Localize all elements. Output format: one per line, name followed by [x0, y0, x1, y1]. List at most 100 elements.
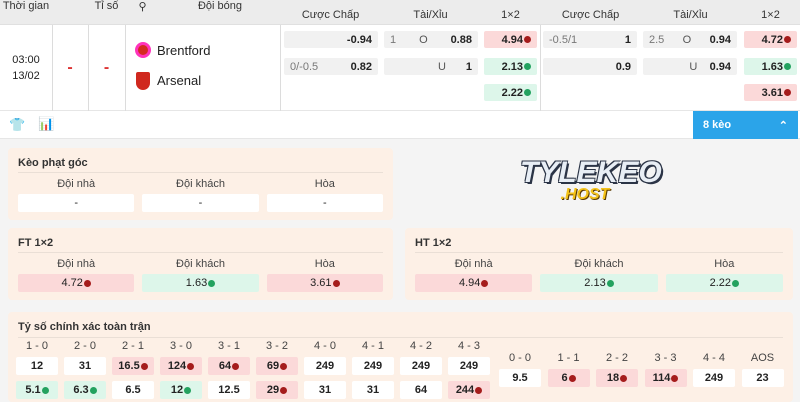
score-odds-cell[interactable]: 29 [256, 381, 298, 399]
score-odds-cell[interactable]: 12 [16, 357, 58, 375]
corner-value[interactable]: - [266, 194, 383, 212]
chevron-up-icon: ⌃ [778, 119, 788, 132]
draw-score-label: 4 - 4 [702, 352, 725, 364]
draw-odds-cell[interactable]: 23 [741, 369, 784, 387]
home-team[interactable]: Brentford [157, 43, 211, 58]
score-odds-cell[interactable]: 249 [352, 357, 394, 375]
ht12-value[interactable]: 2.22 [665, 274, 783, 292]
arrow-down-icon [671, 374, 679, 382]
arrow-down-icon [620, 374, 628, 382]
corner-value[interactable]: - [142, 194, 259, 212]
ft12-value[interactable]: 1.63 [142, 274, 259, 292]
arrow-up-icon [606, 279, 614, 287]
arrow-down-icon [475, 386, 483, 394]
more-odds-button[interactable]: 8 kèo ⌃ [693, 111, 798, 139]
ft-handicap-away[interactable]: 0.9 [543, 58, 637, 75]
ft-1x2-panel: FT 1×2 Đội nhà 4.72 Đội khách 1.63 Hòa 3.61 [8, 228, 393, 300]
away-team[interactable]: Arsenal [157, 73, 202, 88]
arrow-down-icon [481, 279, 489, 287]
ht12-value[interactable]: 2.13 [540, 274, 658, 292]
score-odds-cell[interactable]: 31 [352, 381, 394, 399]
h1-over[interactable]: 1 O 0.88 [384, 31, 478, 48]
h1-handicap-home[interactable]: -0.94 [284, 31, 378, 48]
score-odds-cell[interactable]: 249 [448, 357, 490, 375]
score-odds-cell[interactable]: 12 [160, 381, 202, 399]
score-odds-cell[interactable]: 6.5 [112, 381, 154, 399]
ft-handicap-home[interactable]: -0.5/1 1 [543, 31, 637, 48]
draw-odds-cell[interactable]: 249 [693, 369, 735, 387]
corner-panel: Kèo phạt góc Đội nhà - Đội khách - Hòa - [8, 148, 393, 220]
arrow-up-icon [184, 386, 192, 394]
ht12-title: HT 1×2 [415, 237, 452, 249]
score-odds-cell[interactable]: 12.5 [208, 381, 250, 399]
arrow-down-icon [332, 279, 340, 287]
h1-1x2-draw[interactable]: 2.22 [484, 84, 537, 101]
h1-1x2-away[interactable]: 2.13 [484, 58, 537, 75]
score-label: 1 - 0 [25, 340, 48, 352]
corner-value[interactable]: - [18, 194, 135, 212]
draw-odds-cell[interactable]: 18 [596, 369, 638, 387]
arrow-down-icon [524, 36, 531, 43]
ft12-title: FT 1×2 [18, 237, 54, 249]
score-odds-cell[interactable]: 31 [304, 381, 346, 399]
brentford-logo-icon [135, 42, 151, 58]
col-ft-1x2: 1×2 [761, 9, 780, 21]
ft-1x2-draw[interactable]: 3.61 [744, 84, 797, 101]
ft12-value[interactable]: 4.72 [18, 274, 135, 292]
arrow-down-icon [232, 362, 240, 370]
score-odds-cell[interactable]: 124 [160, 357, 202, 375]
col-time: Thời gian [2, 0, 50, 12]
ft-1x2-away[interactable]: 1.63 [744, 58, 797, 75]
score-odds-cell[interactable]: 244 [448, 381, 490, 399]
score-odds-cell[interactable]: 249 [400, 357, 442, 375]
ft12-label: Đội khách [176, 258, 225, 270]
col-h1-1x2: 1×2 [501, 9, 520, 21]
score-label: 2 - 1 [121, 340, 144, 352]
arrow-down-icon [784, 89, 791, 96]
score-odds-cell[interactable]: 64 [400, 381, 442, 399]
draw-score-label: AOS [750, 352, 775, 364]
score-odds-cell[interactable]: 31 [64, 357, 106, 375]
watermark-logo: TYLEKEO .HOST [520, 156, 662, 203]
ft-1x2-home[interactable]: 4.72 [744, 31, 797, 48]
stats-icon[interactable]: 📊 [38, 116, 55, 131]
draw-odds-cell[interactable]: 9.5 [499, 369, 541, 387]
arrow-down-icon [187, 362, 195, 370]
corner-label: Đội nhà [57, 178, 96, 190]
divider [415, 252, 783, 253]
arrow-down-icon [140, 362, 148, 370]
score-odds-cell[interactable]: 64 [208, 357, 250, 375]
h1-handicap-away[interactable]: 0/-0.5 0.82 [284, 58, 378, 75]
ft12-value[interactable]: 3.61 [266, 274, 383, 292]
ft-over[interactable]: 2.5 O 0.94 [643, 31, 737, 48]
corner-title: Kèo phạt góc [18, 157, 88, 169]
ht12-value[interactable]: 4.94 [415, 274, 533, 292]
match-date: 13/02 [12, 70, 40, 82]
corner-label: Hòa [314, 178, 335, 190]
more-odds-label: 8 kèo [703, 119, 732, 131]
score-odds-cell[interactable]: 5.1 [16, 381, 58, 399]
score-odds-cell[interactable]: 6.3 [64, 381, 106, 399]
match-row[interactable]: 03:00 13/02 - - Brentford Arsenal -0.94 … [0, 25, 800, 111]
score-label: 3 - 2 [265, 340, 288, 352]
score-odds-cell[interactable]: 69 [256, 357, 298, 375]
corner-label: Đội khách [176, 178, 225, 190]
ft-under[interactable]: U 0.94 [643, 58, 737, 75]
jersey-icon[interactable]: 👕 [9, 117, 26, 132]
col-score: Tỉ số [94, 0, 119, 12]
ht12-label: Hòa [714, 258, 735, 270]
match-time: 03:00 [12, 54, 40, 66]
draw-score-label: 0 - 0 [508, 352, 531, 364]
stadium-icon: ⚲ [138, 1, 147, 13]
draw-odds-cell[interactable]: 6 [547, 369, 590, 387]
arrow-up-icon [784, 63, 791, 70]
draw-score-label: 1 - 1 [557, 352, 580, 364]
draw-odds-cell[interactable]: 114 [644, 369, 687, 387]
score-odds-cell[interactable]: 249 [304, 357, 346, 375]
score-label: 4 - 3 [457, 340, 480, 352]
score-odds-cell[interactable]: 16.5 [112, 357, 154, 375]
h1-1x2-home[interactable]: 4.94 [484, 31, 537, 48]
score-label: 4 - 2 [409, 340, 432, 352]
ft12-label: Đội nhà [57, 258, 96, 270]
